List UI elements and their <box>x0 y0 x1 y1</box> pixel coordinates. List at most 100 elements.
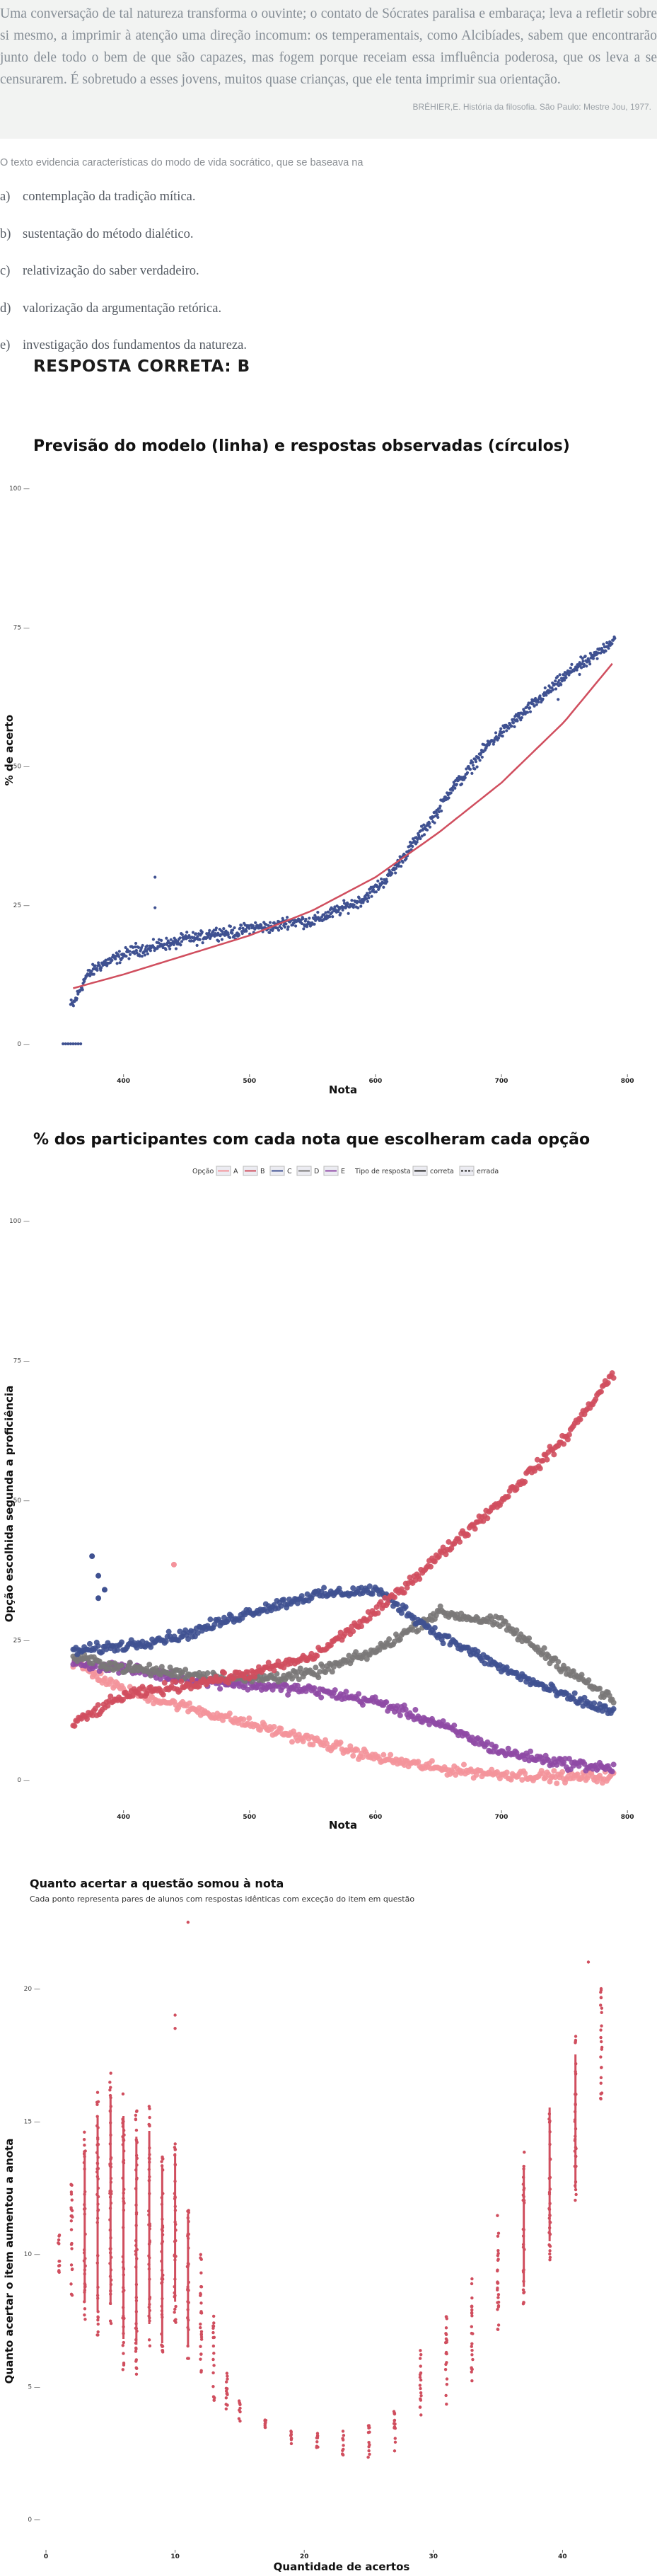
observed-point <box>191 931 195 934</box>
observed-point <box>245 929 248 933</box>
passage-box: Uma conversação de tal natureza transfor… <box>0 0 657 139</box>
gain-point <box>599 2003 603 2007</box>
gain-point <box>71 2215 74 2219</box>
passage-text: Uma conversação de tal natureza transfor… <box>0 6 657 87</box>
observed-point <box>133 952 136 955</box>
option-B-point <box>484 1515 491 1522</box>
gain-point <box>496 2269 499 2273</box>
gain-point <box>496 2308 499 2311</box>
option-C-point <box>148 1644 154 1650</box>
option-B-point <box>480 1518 487 1524</box>
gain-point <box>108 2081 112 2084</box>
observed-point <box>468 767 472 771</box>
observed-point <box>292 921 296 925</box>
observed-point <box>157 941 161 945</box>
option-E-point <box>440 1718 446 1724</box>
observed-point <box>554 687 558 691</box>
gain-point <box>289 2433 293 2437</box>
question-text: O texto evidencia características do mod… <box>0 157 364 168</box>
option-letter: b) <box>0 226 11 241</box>
option-a[interactable]: a) contemplação da tradição mítica. <box>0 190 247 227</box>
option-B-point <box>196 1683 202 1689</box>
observed-point <box>92 972 95 976</box>
observed-point <box>602 643 605 646</box>
observed-point <box>91 967 95 971</box>
option-D-point <box>364 1656 370 1662</box>
observed-point <box>98 964 101 967</box>
observed-point <box>91 962 95 966</box>
option-B-point <box>107 1694 114 1700</box>
gain-point <box>470 2277 474 2281</box>
option-C-point <box>321 1585 327 1591</box>
gain-point <box>367 2449 371 2453</box>
observed-point <box>164 948 168 951</box>
gain-point <box>419 2394 423 2398</box>
gain-chart: Quanto acertar a questão somou à nota Ca… <box>3 1877 604 2573</box>
observed-point <box>69 1042 72 1046</box>
gain-point <box>496 2280 499 2284</box>
option-A-point <box>594 1778 600 1785</box>
observed-point <box>482 743 487 747</box>
gain-point <box>96 2322 100 2326</box>
gain-point <box>600 2011 603 2015</box>
gain-point <box>199 2292 202 2296</box>
option-B-point <box>95 1702 101 1708</box>
observed-point <box>356 899 359 904</box>
gain-point <box>419 2413 423 2417</box>
gain-point <box>599 2081 603 2085</box>
gain-point <box>211 2330 215 2335</box>
observed-point <box>254 921 257 924</box>
gain-point <box>445 2402 448 2406</box>
observed-point <box>516 719 519 723</box>
gain-point <box>548 2258 552 2262</box>
gain-point <box>521 2288 525 2292</box>
observed-point <box>179 943 182 947</box>
observed-point <box>233 926 236 930</box>
option-C-point <box>86 1640 93 1647</box>
y-tick-label: 5 — <box>28 2384 40 2391</box>
y-tick-label: 10 — <box>24 2251 40 2258</box>
option-B-point <box>551 1451 557 1458</box>
gain-point <box>57 2233 62 2237</box>
observed-point <box>153 875 157 879</box>
option-text: sustentação do método dialético. <box>23 226 194 241</box>
gain-point <box>134 2113 138 2117</box>
gain-point <box>470 2348 474 2352</box>
option-A-point <box>554 1780 560 1786</box>
gain-point <box>109 2321 113 2325</box>
observed-point <box>394 866 398 870</box>
observed-point <box>99 968 103 972</box>
observed-point <box>146 952 149 955</box>
observed-point <box>366 894 370 897</box>
gain-point <box>471 2332 475 2335</box>
observed-point <box>554 679 557 683</box>
gain-point <box>263 2419 267 2422</box>
observed-point <box>219 933 223 936</box>
observed-point <box>345 904 349 908</box>
observed-point <box>371 887 376 892</box>
gain-point <box>174 2304 178 2308</box>
option-D-point <box>96 1658 103 1664</box>
option-C-point <box>350 1585 356 1592</box>
gain-point <box>199 2357 202 2361</box>
gain-point <box>496 2287 499 2290</box>
option-b[interactable]: b) sustentação do método dialético. <box>0 227 247 265</box>
option-e[interactable]: e) investigação dos fundamentos da nature… <box>0 338 247 376</box>
observed-point <box>283 925 286 929</box>
option-E-point <box>284 1683 290 1689</box>
option-d[interactable]: d) valorização da argumentação retórica. <box>0 301 247 339</box>
observed-point <box>178 936 182 940</box>
option-B-point <box>231 1674 237 1681</box>
option-c[interactable]: c) relativização do saber verdadeiro. <box>0 264 247 301</box>
option-B-point <box>522 1478 528 1485</box>
observed-point <box>525 711 530 714</box>
observed-point <box>134 941 138 945</box>
gain-point <box>173 2142 177 2146</box>
observed-point <box>428 822 431 825</box>
observed-point <box>416 837 419 841</box>
option-C-point <box>95 1643 101 1649</box>
option-C-point <box>475 1648 481 1655</box>
option-D-point <box>146 1662 153 1668</box>
option-B-point <box>160 1691 166 1698</box>
x-tick-label: 30 <box>429 2553 438 2560</box>
